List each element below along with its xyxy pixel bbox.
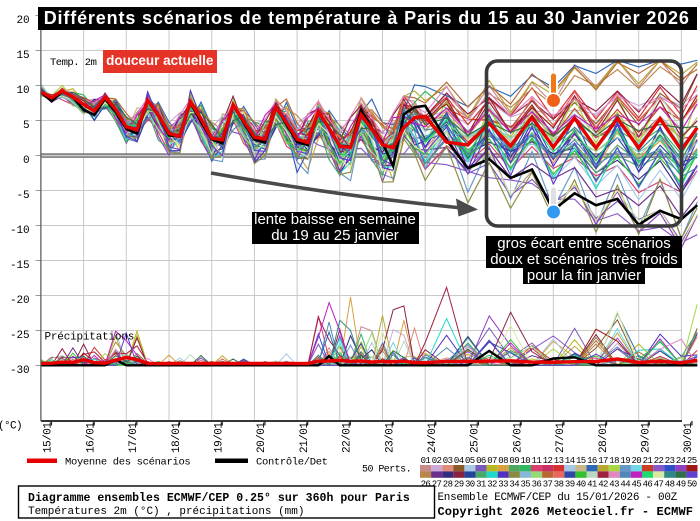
svg-text:17/01: 17/01 (128, 422, 140, 453)
svg-text:15: 15 (16, 50, 29, 62)
svg-text:20: 20 (632, 456, 642, 466)
svg-text:0: 0 (23, 155, 30, 167)
svg-text:26/01: 26/01 (512, 422, 524, 453)
svg-text:Précipitations: Précipitations (45, 332, 135, 344)
svg-text:10: 10 (521, 456, 531, 466)
svg-text:41: 41 (587, 480, 597, 490)
svg-text:06: 06 (476, 456, 486, 466)
svg-text:09: 09 (509, 456, 519, 466)
svg-text:36: 36 (532, 480, 542, 490)
svg-text:23/01: 23/01 (384, 422, 396, 453)
svg-text:20/01: 20/01 (256, 422, 268, 453)
svg-text:35: 35 (521, 480, 531, 490)
svg-text:31: 31 (476, 480, 486, 490)
svg-text:22/01: 22/01 (342, 422, 354, 453)
svg-text:24/01: 24/01 (427, 422, 439, 453)
svg-text:13: 13 (554, 456, 564, 466)
svg-text:-15: -15 (10, 260, 30, 272)
svg-text:Diagramme ensembles ECMWF/CEP: Diagramme ensembles ECMWF/CEP 0.25° sur … (28, 492, 410, 505)
svg-text:18: 18 (609, 456, 619, 466)
svg-text:40: 40 (576, 480, 586, 490)
svg-text:27/01: 27/01 (555, 422, 567, 453)
svg-text:29: 29 (454, 480, 464, 490)
svg-text:49: 49 (676, 480, 686, 490)
svg-text:17: 17 (598, 456, 608, 466)
svg-text:Copyright 2026 Meteociel.fr -: Copyright 2026 Meteociel.fr - ECMWF (438, 505, 694, 519)
svg-text:15: 15 (576, 456, 586, 466)
svg-text:50: 50 (687, 480, 697, 490)
svg-text:27: 27 (432, 480, 442, 490)
svg-text:16/01: 16/01 (85, 422, 97, 453)
svg-text:Contrôle/Det: Contrôle/Det (256, 457, 328, 469)
svg-text:-25: -25 (10, 330, 30, 342)
svg-text:45: 45 (632, 480, 642, 490)
svg-text:24: 24 (676, 456, 686, 466)
svg-text:Temp. 2m: Temp. 2m (50, 57, 97, 69)
svg-text:Moyenne des scénarios: Moyenne des scénarios (65, 457, 190, 469)
svg-text:22: 22 (654, 456, 664, 466)
svg-text:20: 20 (16, 15, 29, 27)
svg-text:30/01: 30/01 (683, 422, 695, 453)
svg-text:30: 30 (465, 480, 475, 490)
svg-text:46: 46 (643, 480, 653, 490)
svg-text:Températures 2m (°C) , précipi: Températures 2m (°C) , précipitations (m… (28, 506, 304, 518)
svg-text:26: 26 (421, 480, 431, 490)
svg-text:16: 16 (587, 456, 597, 466)
svg-text:34: 34 (509, 480, 519, 490)
svg-text:42: 42 (598, 480, 608, 490)
svg-text:32: 32 (487, 480, 497, 490)
svg-text:50 Perts.: 50 Perts. (362, 465, 411, 476)
svg-text:25: 25 (687, 456, 697, 466)
svg-text:39: 39 (565, 480, 575, 490)
svg-text:01: 01 (421, 456, 431, 466)
svg-text:05: 05 (465, 456, 475, 466)
svg-text:10: 10 (16, 85, 29, 97)
svg-text:-20: -20 (10, 295, 30, 307)
svg-text:44: 44 (620, 480, 630, 490)
svg-text:48: 48 (665, 480, 675, 490)
svg-text:14: 14 (565, 456, 575, 466)
svg-text:43: 43 (609, 480, 619, 490)
svg-text:33: 33 (498, 480, 508, 490)
svg-text:47: 47 (654, 480, 664, 490)
svg-text:28: 28 (443, 480, 453, 490)
svg-text:29/01: 29/01 (641, 422, 653, 453)
svg-text:18/01: 18/01 (171, 422, 183, 453)
svg-text:15/01: 15/01 (43, 422, 55, 453)
svg-text:(°C): (°C) (0, 421, 22, 433)
svg-text:08: 08 (498, 456, 508, 466)
svg-text:-10: -10 (10, 225, 30, 237)
svg-text:23: 23 (665, 456, 675, 466)
svg-text:12: 12 (543, 456, 553, 466)
svg-text:37: 37 (543, 480, 553, 490)
svg-text:02: 02 (432, 456, 442, 466)
svg-text:28/01: 28/01 (598, 422, 610, 453)
svg-text:Ensemble ECMWF/CEP du 15/01/20: Ensemble ECMWF/CEP du 15/01/2026 - 00Z (438, 492, 678, 504)
svg-text:07: 07 (487, 456, 497, 466)
svg-text:25/01: 25/01 (470, 422, 482, 453)
svg-text:-5: -5 (16, 190, 29, 202)
svg-text:-30: -30 (10, 365, 30, 377)
svg-text:19: 19 (620, 456, 630, 466)
svg-text:5: 5 (23, 120, 30, 132)
svg-text:19/01: 19/01 (214, 422, 226, 453)
svg-text:21/01: 21/01 (299, 422, 311, 453)
svg-text:11: 11 (532, 456, 542, 466)
svg-text:04: 04 (454, 456, 464, 466)
svg-text:21: 21 (643, 456, 653, 466)
svg-text:38: 38 (554, 480, 564, 490)
svg-text:03: 03 (443, 456, 453, 466)
